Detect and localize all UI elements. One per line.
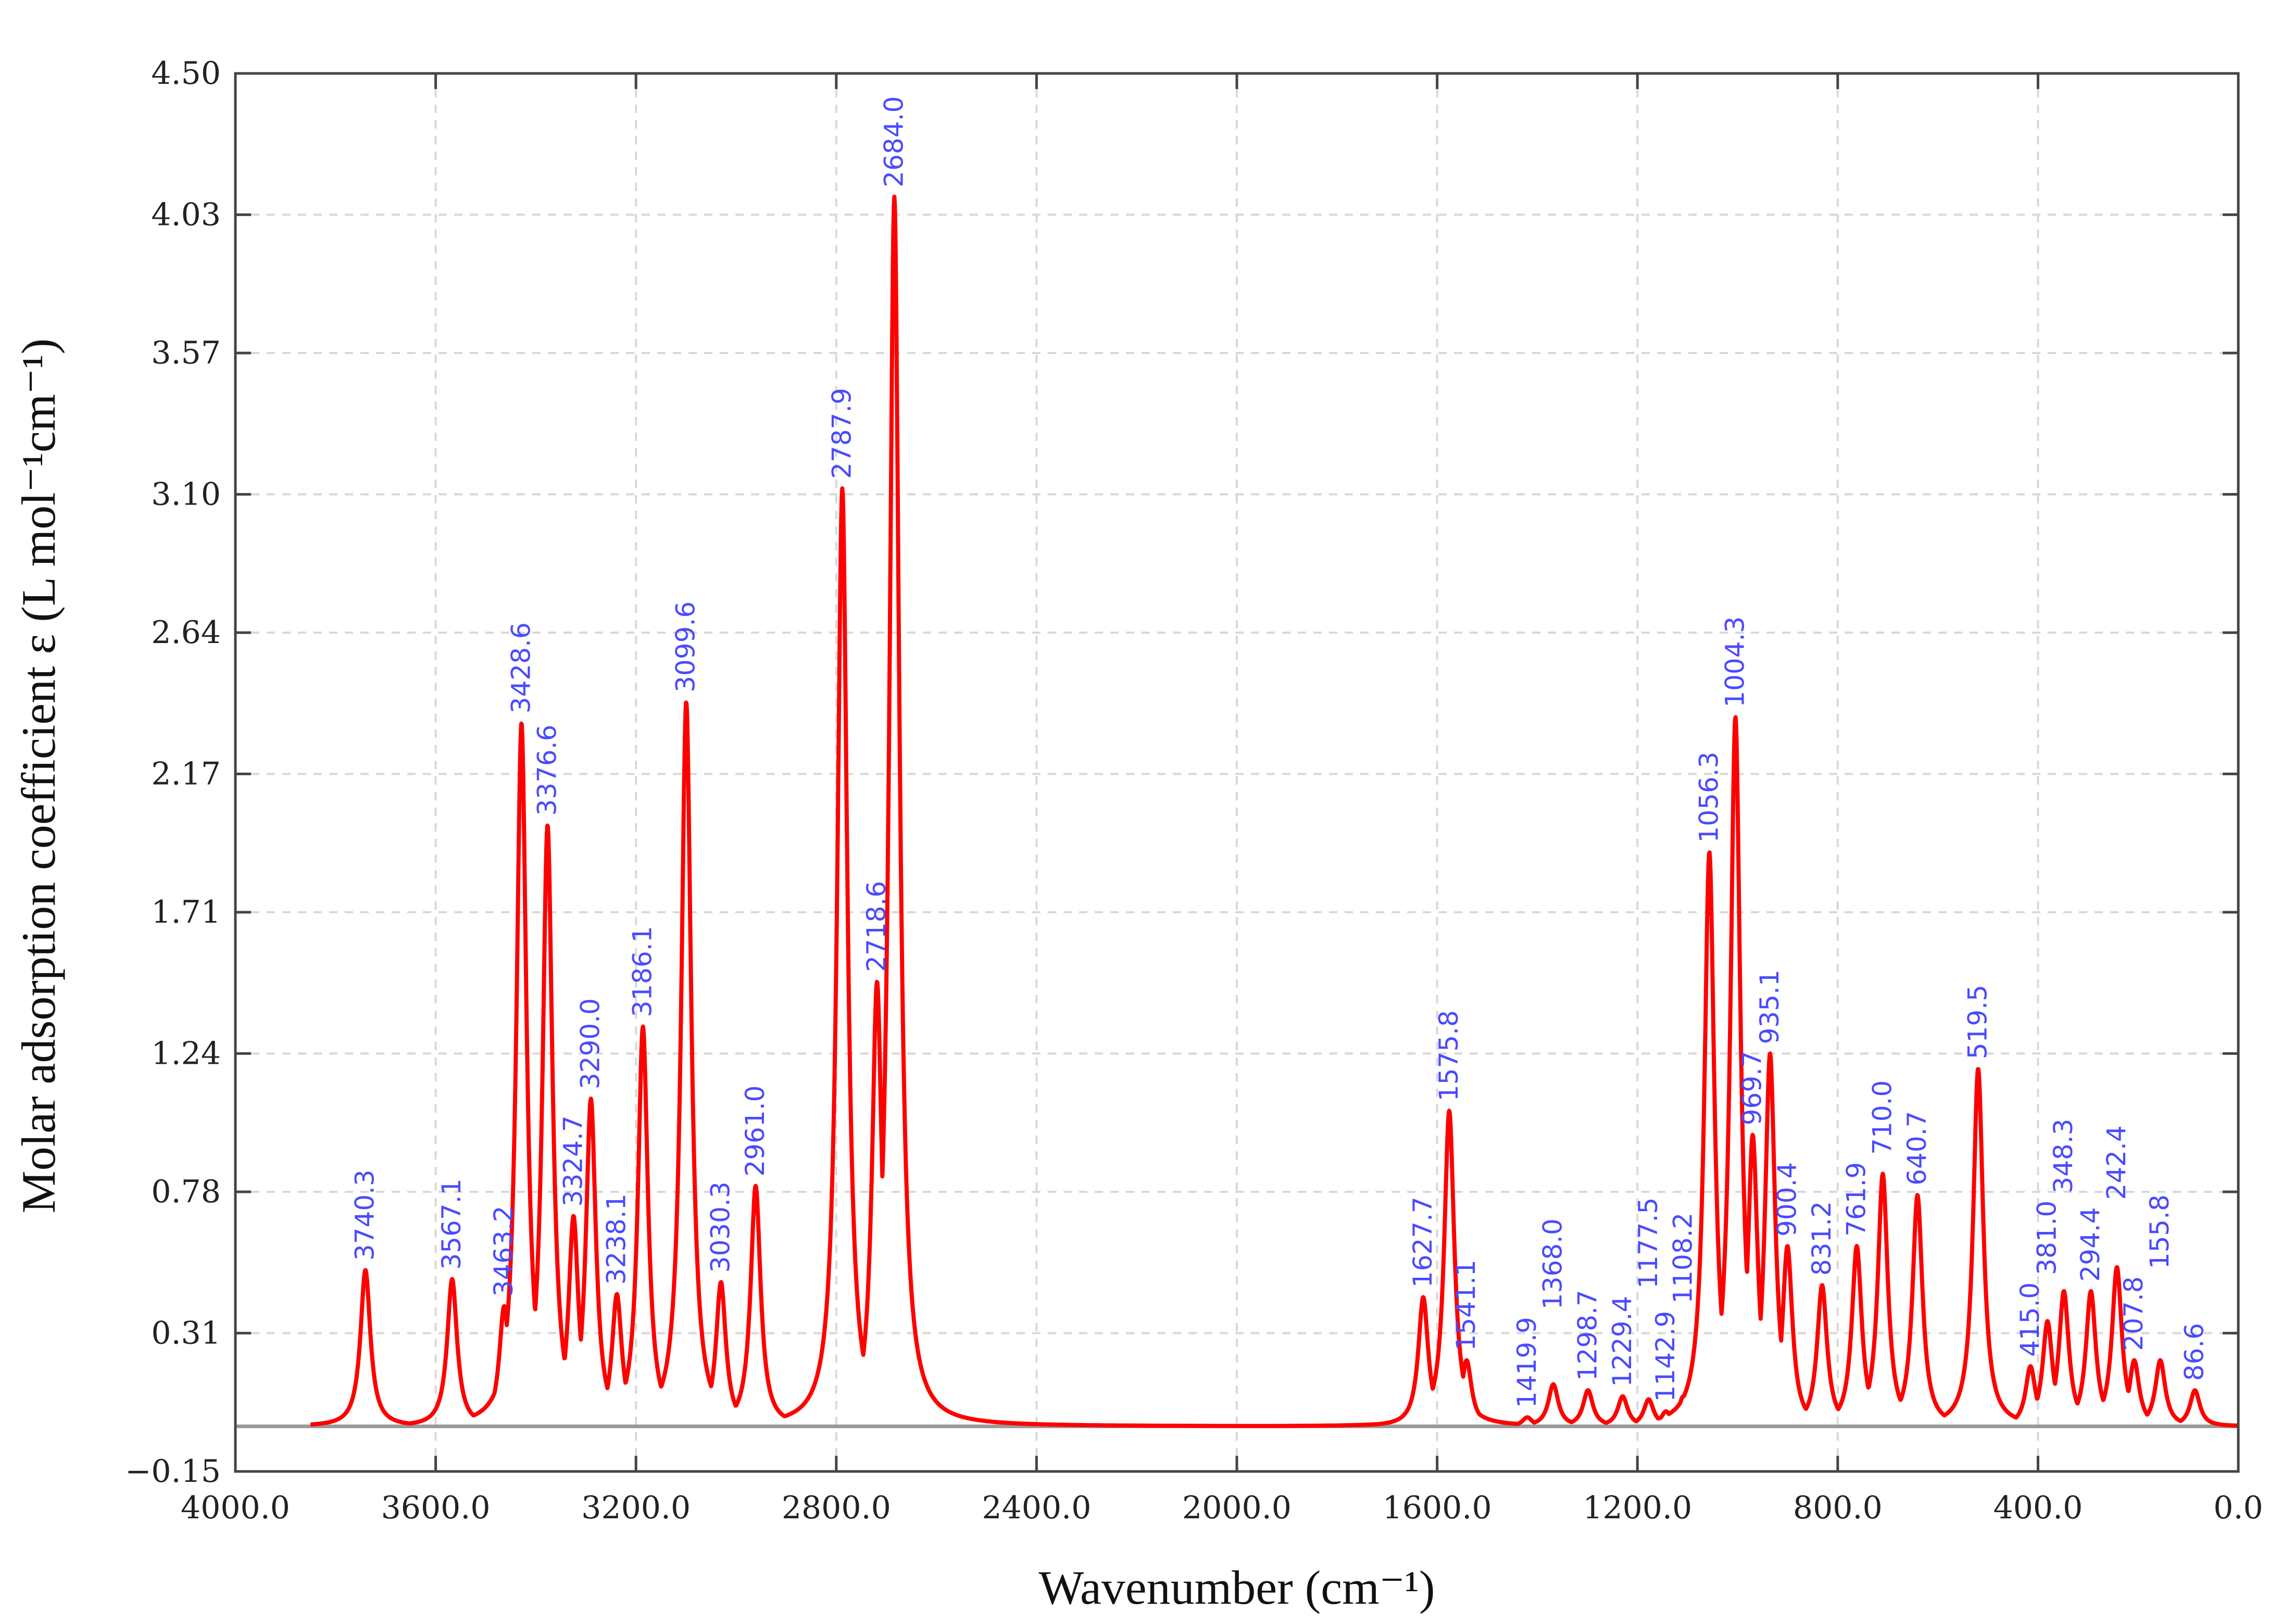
peak-label: 3567.1	[436, 1179, 467, 1270]
peak-label: 381.0	[2032, 1201, 2062, 1275]
peak-label: 3238.1	[601, 1193, 632, 1285]
peak-label: 348.3	[2048, 1118, 2078, 1193]
x-tick-label: 1600.0	[1383, 1490, 1492, 1526]
x-tick-label: 2000.0	[1182, 1490, 1292, 1526]
peak-label: 900.4	[1772, 1162, 1802, 1237]
peak-label: 935.1	[1754, 970, 1785, 1044]
axis-ticks: 4000.0 3600.0 3200.0 2800.0 2400.0 2000.0 1600…	[125, 55, 2263, 1526]
peak-label: 3376.6	[532, 725, 562, 816]
peak-label: 1177.5	[1633, 1198, 1663, 1289]
x-tick-label: 3200.0	[581, 1490, 691, 1526]
peak-label: 1298.7	[1572, 1290, 1602, 1381]
y-tick-label: 2.17	[151, 756, 221, 792]
x-tick-label: 0.0	[2213, 1490, 2263, 1526]
spectrum-series	[309, 194, 2240, 1428]
peak-label: 1108.2	[1668, 1213, 1698, 1304]
peak-label: 1419.9	[1512, 1317, 1542, 1408]
peak-label: 415.0	[2015, 1282, 2045, 1357]
spectrum-line	[309, 194, 2240, 1428]
peak-label: 2787.9	[826, 388, 857, 479]
peak-label: 1056.3	[1694, 752, 1724, 843]
y-tick-label: 3.57	[151, 335, 221, 371]
x-tick-label: 3600.0	[381, 1490, 491, 1526]
peak-label: 1142.9	[1650, 1311, 1681, 1402]
peak-label: 207.8	[2119, 1276, 2149, 1351]
peak-label: 3740.3	[350, 1169, 380, 1261]
peak-label: 1627.7	[1408, 1197, 1438, 1288]
x-tick-label: 2400.0	[982, 1490, 1091, 1526]
x-tick-label: 4000.0	[181, 1490, 290, 1526]
peak-label: 3099.6	[671, 601, 701, 693]
peak-label: 1541.1	[1451, 1260, 1481, 1351]
y-tick-label: 1.71	[151, 894, 221, 930]
peak-label: 294.4	[2075, 1207, 2105, 1281]
peak-label: 1004.3	[1720, 616, 1750, 708]
x-axis-title: Wavenumber (cm⁻¹)	[1039, 1561, 1435, 1614]
peak-label: 3030.3	[705, 1181, 735, 1273]
y-tick-label: 2.64	[151, 614, 221, 651]
x-tick-label: 400.0	[1994, 1490, 2083, 1526]
peak-label: 969.7	[1737, 1051, 1768, 1125]
x-tick-label: 800.0	[1793, 1490, 1883, 1526]
y-tick-label: 4.03	[151, 196, 221, 233]
peak-label: 86.6	[2179, 1323, 2210, 1381]
peak-label: 519.5	[1963, 985, 1993, 1059]
y-tick-label: 4.50	[151, 55, 221, 92]
peak-label: 2961.0	[740, 1086, 770, 1177]
peak-labels: 3740.3 3567.1 3463.2 3428.6 3376.6 3324.7 3290…	[350, 96, 2210, 1408]
peak-label: 2718.6	[861, 881, 892, 972]
peak-label: 3324.7	[558, 1115, 588, 1206]
peak-label: 155.8	[2145, 1194, 2175, 1269]
peak-label: 831.2	[1807, 1201, 1837, 1276]
peak-label: 761.9	[1841, 1162, 1871, 1237]
peak-label: 1368.0	[1538, 1218, 1568, 1310]
y-axis-title: Molar adsorption coefficient ε (L mol⁻¹c…	[12, 338, 65, 1213]
y-tick-label: 3.10	[151, 476, 221, 512]
x-tick-label: 2800.0	[782, 1490, 891, 1526]
peak-label: 1575.8	[1434, 1010, 1464, 1101]
peak-label: 3428.6	[506, 622, 536, 713]
peak-label: 3463.2	[488, 1205, 519, 1296]
peak-label: 3186.1	[628, 926, 658, 1017]
y-tick-label: −0.15	[125, 1453, 221, 1490]
peak-label: 242.4	[2101, 1125, 2132, 1200]
peak-label: 1229.4	[1607, 1296, 1637, 1387]
peak-label: 640.7	[1902, 1111, 1932, 1186]
peak-label: 710.0	[1867, 1080, 1897, 1155]
peak-label: 2684.0	[879, 96, 909, 187]
y-tick-label: 0.78	[151, 1174, 221, 1210]
y-tick-label: 1.24	[151, 1035, 221, 1072]
grid	[235, 73, 2238, 1471]
peak-label: 3290.0	[575, 998, 606, 1089]
x-tick-label: 1200.0	[1583, 1490, 1692, 1526]
y-tick-label: 0.31	[151, 1315, 221, 1351]
